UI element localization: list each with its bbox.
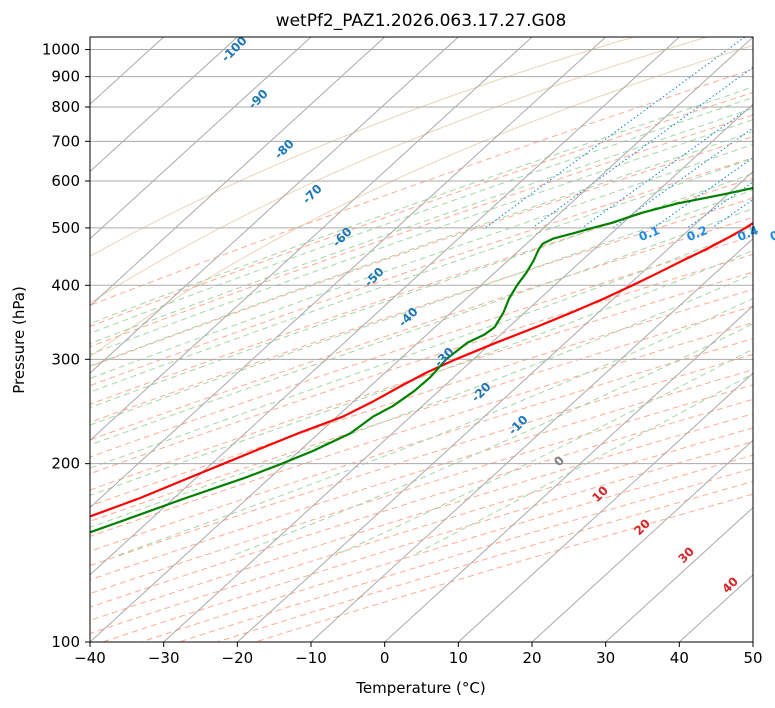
- saturation-curve: [90, 37, 708, 304]
- moist-adiabat-line: [90, 172, 753, 409]
- y-tick-label: 600: [51, 172, 80, 190]
- axes: −40 −30 −20 −10 0 10 20 30 40 50 100 200 300 400 500 60…: [42, 41, 763, 667]
- x-tick-label: 30: [596, 649, 615, 667]
- dry-adiabat-line: [90, 398, 753, 608]
- isotherm-line: [531, 439, 753, 642]
- y-tick-label: 1000: [42, 41, 80, 59]
- dry-adiabat-line: [90, 384, 753, 595]
- y-tick-label: 800: [51, 98, 80, 116]
- moist-adiabat-line: [90, 96, 753, 334]
- isotherm-line: [90, 37, 607, 509]
- isotherm-line: [605, 506, 753, 642]
- x-tick-label: −30: [148, 649, 180, 667]
- isotherm-line: [163, 103, 753, 642]
- dry-adiabat-line: [90, 177, 753, 405]
- dry-adiabat-line: [90, 305, 753, 522]
- dry-adiabat-line: [255, 493, 753, 642]
- y-tick-label: 400: [51, 276, 80, 294]
- dry-adiabat-line: [90, 157, 753, 387]
- dry-adiabat-line: [90, 271, 753, 491]
- saturation-curve: [90, 37, 634, 257]
- y-tick-label: 100: [51, 633, 80, 651]
- mixing-ratio-line: [484, 37, 746, 229]
- y-tick-label: 700: [51, 132, 80, 150]
- background-lines: [90, 37, 753, 642]
- isotherm-line: [310, 237, 753, 642]
- x-tick-label: −10: [295, 649, 327, 667]
- temperature-profile: [90, 221, 753, 518]
- isotherm-line: [90, 37, 680, 576]
- x-tick-label: 20: [522, 649, 541, 667]
- moist-adiabat-line: [90, 131, 753, 367]
- isotherm-line: [384, 305, 753, 642]
- dry-adiabat-line: [90, 235, 753, 458]
- dry-adiabat-line: [90, 369, 753, 581]
- mixing-ratio-line: [531, 66, 753, 229]
- moist-adiabat-line: [90, 157, 753, 393]
- dry-adiabat-line: [102, 441, 753, 642]
- x-tick-label: 50: [743, 649, 762, 667]
- y-tick-label: 300: [51, 350, 80, 368]
- isotherm-line: [90, 37, 238, 173]
- x-tick-label: 0: [380, 649, 390, 667]
- isotherm-line: [752, 641, 753, 642]
- dry-adiabat-line: [90, 136, 753, 368]
- x-tick-label: 10: [449, 649, 468, 667]
- isotherm-line: [90, 37, 533, 442]
- x-tick-label: −20: [222, 649, 254, 667]
- dewpoint-profile: [90, 186, 753, 534]
- dry-adiabat-line: [90, 216, 753, 441]
- dry-adiabat-line: [90, 288, 753, 507]
- plot-frame: [89, 36, 754, 643]
- chart-title: wetPf2_PAZ1.2026.063.17.27.G08: [276, 11, 567, 31]
- mixing-ratio-line: [653, 157, 753, 229]
- isotherm-line: [90, 37, 312, 240]
- x-tick-label: −40: [74, 649, 106, 667]
- y-axis-title: Pressure (hPa): [10, 286, 28, 394]
- y-tick-label: 900: [51, 68, 80, 86]
- isotherm-line: [90, 37, 753, 642]
- y-tick-label: 200: [51, 455, 80, 473]
- moist-adiabat-line: [90, 143, 753, 379]
- moist-adiabat-line: [90, 86, 753, 325]
- dry-adiabat-line: [90, 197, 753, 423]
- saturation-curve: [90, 44, 753, 358]
- dry-adiabat-line: [90, 353, 753, 567]
- moist-adiabat-line: [90, 189, 753, 426]
- moist-adiabat-line: [334, 348, 753, 556]
- moist-adiabat-line: [90, 227, 753, 469]
- isotherm-line: [90, 37, 386, 307]
- isotherm-line: [90, 37, 459, 374]
- dry-adiabat-line: [90, 413, 753, 621]
- isotherm-line: [236, 170, 753, 642]
- moist-adiabat-line: [90, 249, 753, 496]
- x-tick-label: 40: [670, 649, 689, 667]
- dry-adiabat-line: [90, 253, 753, 475]
- isotherm-line: [457, 372, 753, 642]
- y-tick-label: 500: [51, 219, 80, 237]
- x-axis-title: Temperature (°C): [355, 679, 485, 697]
- dry-adiabat-line: [90, 427, 753, 634]
- mixing-ratio-label: 0.6: [768, 223, 775, 244]
- dry-adiabat-line: [90, 114, 753, 348]
- profile-lines: [90, 186, 753, 534]
